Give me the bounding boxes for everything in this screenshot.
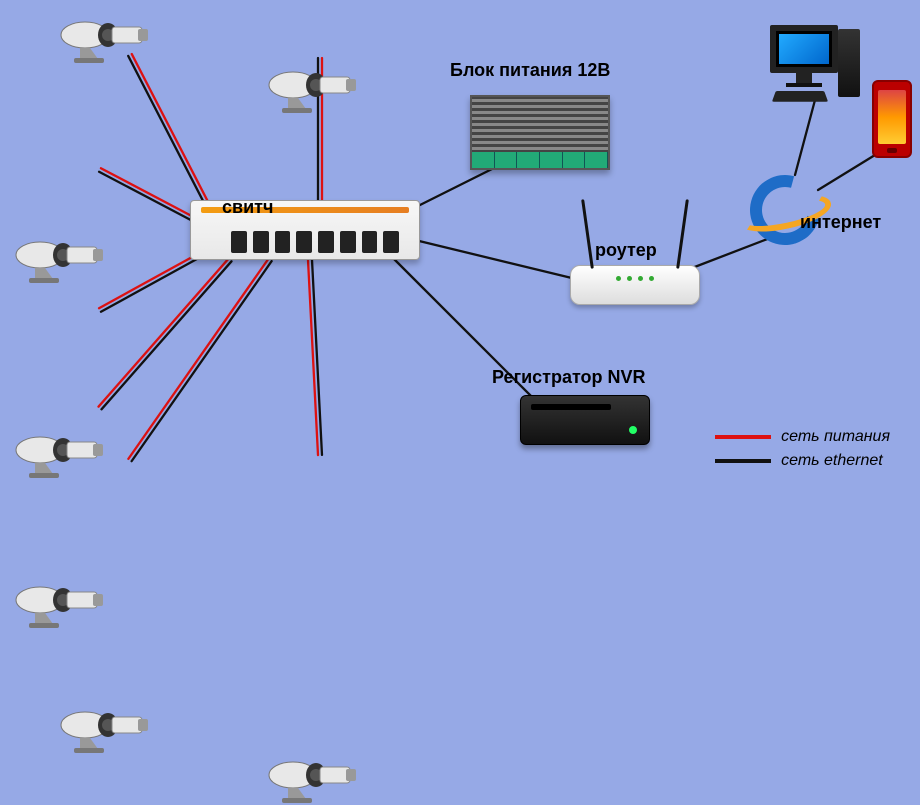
router-label: роутер bbox=[595, 240, 657, 261]
computer-device bbox=[770, 25, 860, 105]
camera-device bbox=[268, 65, 360, 115]
router-device bbox=[570, 265, 700, 305]
legend-ethernet-text: сеть ethernet bbox=[781, 452, 883, 470]
legend-power-text: сеть питания bbox=[781, 428, 890, 446]
camera-device bbox=[60, 15, 152, 65]
nvr-label: Регистратор NVR bbox=[492, 367, 646, 388]
nvr-device bbox=[520, 395, 650, 445]
legend: сеть питания сеть ethernet bbox=[715, 422, 890, 470]
legend-ethernet: сеть ethernet bbox=[715, 452, 890, 470]
internet-label: интернет bbox=[800, 212, 881, 233]
camera-device bbox=[60, 705, 152, 755]
legend-ethernet-line bbox=[715, 459, 771, 463]
internet-icon bbox=[745, 170, 825, 250]
camera-device bbox=[15, 235, 107, 285]
switch-label: свитч bbox=[222, 197, 273, 218]
phone-device bbox=[872, 80, 912, 158]
legend-power-line bbox=[715, 435, 771, 439]
power-supply-device bbox=[470, 95, 610, 170]
camera-device bbox=[15, 430, 107, 480]
camera-device bbox=[268, 755, 360, 805]
legend-power: сеть питания bbox=[715, 428, 890, 446]
camera-device bbox=[15, 580, 107, 630]
psu-label: Блок питания 12В bbox=[450, 60, 610, 81]
